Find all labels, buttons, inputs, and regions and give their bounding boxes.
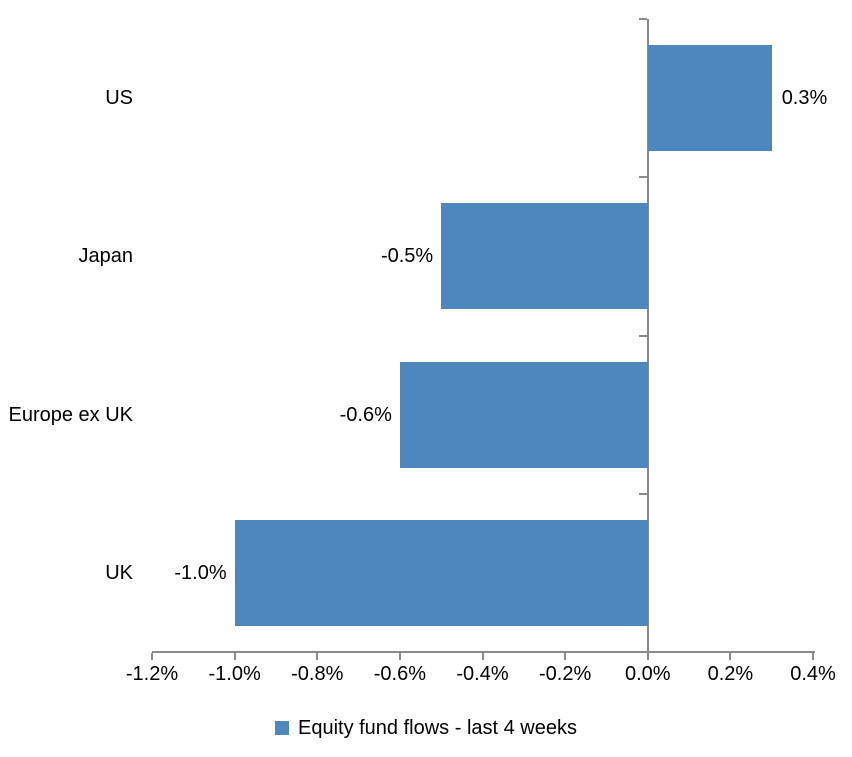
value-label: -0.6% [339, 403, 392, 426]
x-axis-line [152, 651, 815, 653]
x-tick-label: -0.6% [373, 663, 426, 685]
x-axis-tick [564, 653, 567, 660]
legend-swatch-icon [274, 721, 289, 735]
category-label: UK [105, 561, 133, 584]
y-axis-line [646, 19, 649, 652]
x-axis-tick [398, 653, 401, 660]
x-axis-tick [233, 653, 236, 660]
x-axis-tick [481, 653, 484, 660]
y-axis-tick [638, 176, 647, 179]
x-tick-label: -0.4% [456, 663, 509, 685]
category-label: Europe ex UK [8, 403, 133, 426]
category-label: Japan [78, 245, 134, 268]
x-tick-label: 0.0% [624, 663, 671, 685]
x-tick-label: 0.4% [790, 663, 836, 685]
x-axis-tick [812, 653, 814, 660]
bar [647, 45, 772, 152]
x-tick-label: -1.2% [125, 663, 179, 685]
y-axis-tick [638, 492, 647, 495]
x-tick-label: 0.2% [707, 663, 754, 685]
value-label: 0.3% [781, 87, 828, 110]
x-axis-tick [316, 653, 319, 660]
legend-label: Equity fund flows - last 4 weeks [297, 717, 577, 739]
y-axis-tick [638, 334, 647, 337]
bar [441, 203, 648, 310]
y-axis-tick [638, 18, 647, 20]
x-tick-label: -0.2% [539, 663, 592, 685]
bar [234, 519, 648, 626]
legend: Equity fund flows - last 4 weeks [0, 716, 852, 740]
value-label: -0.5% [380, 245, 434, 268]
x-axis-tick [729, 653, 732, 660]
x-axis-tick [151, 653, 153, 660]
x-axis-tick [646, 653, 649, 660]
x-tick-label: -1.0% [208, 663, 261, 685]
category-label: US [105, 87, 133, 110]
bar [399, 361, 648, 468]
value-label: -1.0% [174, 561, 227, 584]
x-tick-label: -0.8% [291, 663, 344, 685]
